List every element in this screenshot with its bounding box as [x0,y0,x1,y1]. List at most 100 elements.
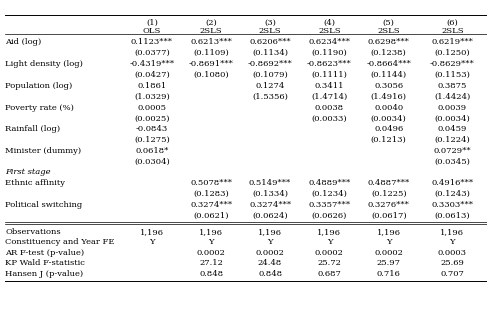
Text: 25.72: 25.72 [317,259,341,267]
Text: (0.0617): (0.0617) [371,212,406,220]
Text: 0.848: 0.848 [258,270,282,278]
Text: (0.1080): (0.1080) [193,71,229,79]
Text: 0.0002: 0.0002 [315,249,344,257]
Text: -0.4319***: -0.4319*** [129,60,175,68]
Text: 0.3303***: 0.3303*** [431,201,473,209]
Text: -0.8692***: -0.8692*** [248,60,292,68]
Text: (5): (5) [383,19,395,27]
Text: 0.0459: 0.0459 [438,125,467,133]
Text: 0.3357***: 0.3357*** [308,201,350,209]
Text: (0.1134): (0.1134) [252,49,288,57]
Text: (0.1224): (0.1224) [434,136,470,144]
Text: 0.6206***: 0.6206*** [249,38,291,46]
Text: 1,196: 1,196 [258,228,282,236]
Text: (0.0304): (0.0304) [134,158,170,166]
Text: 0.0729**: 0.0729** [433,147,471,155]
Text: (0.0345): (0.0345) [434,158,470,166]
Text: 0.4889***: 0.4889*** [308,179,350,187]
Text: (0.1190): (0.1190) [311,49,347,57]
Text: (0.1238): (0.1238) [371,49,406,57]
Text: 2SLS: 2SLS [441,27,463,35]
Text: -0.0843: -0.0843 [136,125,168,133]
Text: 0.1274: 0.1274 [255,82,285,90]
Text: 0.848: 0.848 [199,270,223,278]
Text: AR F-test (p-value): AR F-test (p-value) [5,249,85,257]
Text: 0.3274***: 0.3274*** [249,201,291,209]
Text: (0.0626): (0.0626) [312,212,347,220]
Text: (0.1283): (0.1283) [193,190,229,198]
Text: 0.707: 0.707 [440,270,464,278]
Text: (1.4714): (1.4714) [311,93,347,101]
Text: Y: Y [209,238,214,246]
Text: 0.0618*: 0.0618* [135,147,169,155]
Text: 0.0002: 0.0002 [374,249,403,257]
Text: 27.12: 27.12 [199,259,223,267]
Text: -0.8623***: -0.8623*** [307,60,352,68]
Text: (0.0613): (0.0613) [434,212,470,220]
Text: Y: Y [386,238,392,246]
Text: (3): (3) [264,19,276,27]
Text: (0.0624): (0.0624) [252,212,288,220]
Text: Rainfall (log): Rainfall (log) [5,125,61,133]
Text: 0.3276***: 0.3276*** [368,201,410,209]
Text: (0.1079): (0.1079) [252,71,288,79]
Text: 0.6298***: 0.6298*** [368,38,410,46]
Text: 0.0005: 0.0005 [137,104,166,112]
Text: (0.0377): (0.0377) [134,49,170,57]
Text: 0.1861: 0.1861 [137,82,167,90]
Text: Aid (log): Aid (log) [5,38,42,46]
Text: 0.716: 0.716 [377,270,400,278]
Text: 0.4916***: 0.4916*** [431,179,473,187]
Text: (0.0034): (0.0034) [371,115,406,123]
Text: Y: Y [149,238,155,246]
Text: (0.0033): (0.0033) [311,115,347,123]
Text: 0.687: 0.687 [317,270,341,278]
Text: Constituency and Year FE: Constituency and Year FE [5,238,115,246]
Text: 1,196: 1,196 [440,228,464,236]
Text: (0.1144): (0.1144) [370,71,407,79]
Text: Minister (dummy): Minister (dummy) [5,147,82,155]
Text: 24.48: 24.48 [258,259,282,267]
Text: 1,196: 1,196 [377,228,400,236]
Text: (0.0025): (0.0025) [134,115,170,123]
Text: 2SLS: 2SLS [200,27,222,35]
Text: Poverty rate (%): Poverty rate (%) [5,104,74,112]
Text: (6): (6) [446,19,458,27]
Text: 0.3875: 0.3875 [438,82,467,90]
Text: 0.0038: 0.0038 [315,104,344,112]
Text: Y: Y [327,238,332,246]
Text: -0.8629***: -0.8629*** [430,60,475,68]
Text: 0.1123***: 0.1123*** [131,38,173,46]
Text: (1): (1) [146,19,158,27]
Text: Population (log): Population (log) [5,82,73,90]
Text: 25.69: 25.69 [440,259,464,267]
Text: (0.1250): (0.1250) [434,49,470,57]
Text: 0.5149***: 0.5149*** [249,179,291,187]
Text: 0.3274***: 0.3274*** [190,201,232,209]
Text: (0.0034): (0.0034) [434,115,470,123]
Text: 0.4887***: 0.4887*** [368,179,410,187]
Text: 2SLS: 2SLS [259,27,281,35]
Text: (2): (2) [205,19,217,27]
Text: 0.6219***: 0.6219*** [431,38,473,46]
Text: Light density (log): Light density (log) [5,60,83,68]
Text: (1.4424): (1.4424) [434,93,470,101]
Text: OLS: OLS [143,27,161,35]
Text: 0.0002: 0.0002 [256,249,284,257]
Text: (1.4916): (1.4916) [370,93,407,101]
Text: Ethnic affinity: Ethnic affinity [5,179,65,187]
Text: 25.97: 25.97 [377,259,400,267]
Text: 0.6213***: 0.6213*** [190,38,232,46]
Text: 1,196: 1,196 [140,228,164,236]
Text: Political switching: Political switching [5,201,83,209]
Text: 0.0002: 0.0002 [197,249,226,257]
Text: (0.0621): (0.0621) [193,212,229,220]
Text: (0.1334): (0.1334) [252,190,288,198]
Text: (0.1234): (0.1234) [311,190,347,198]
Text: Observations: Observations [5,228,61,236]
Text: 1,196: 1,196 [317,228,341,236]
Text: 0.0496: 0.0496 [374,125,403,133]
Text: (0.1213): (0.1213) [371,136,406,144]
Text: -0.8691***: -0.8691*** [189,60,234,68]
Text: KP Wald F-statistic: KP Wald F-statistic [5,259,85,267]
